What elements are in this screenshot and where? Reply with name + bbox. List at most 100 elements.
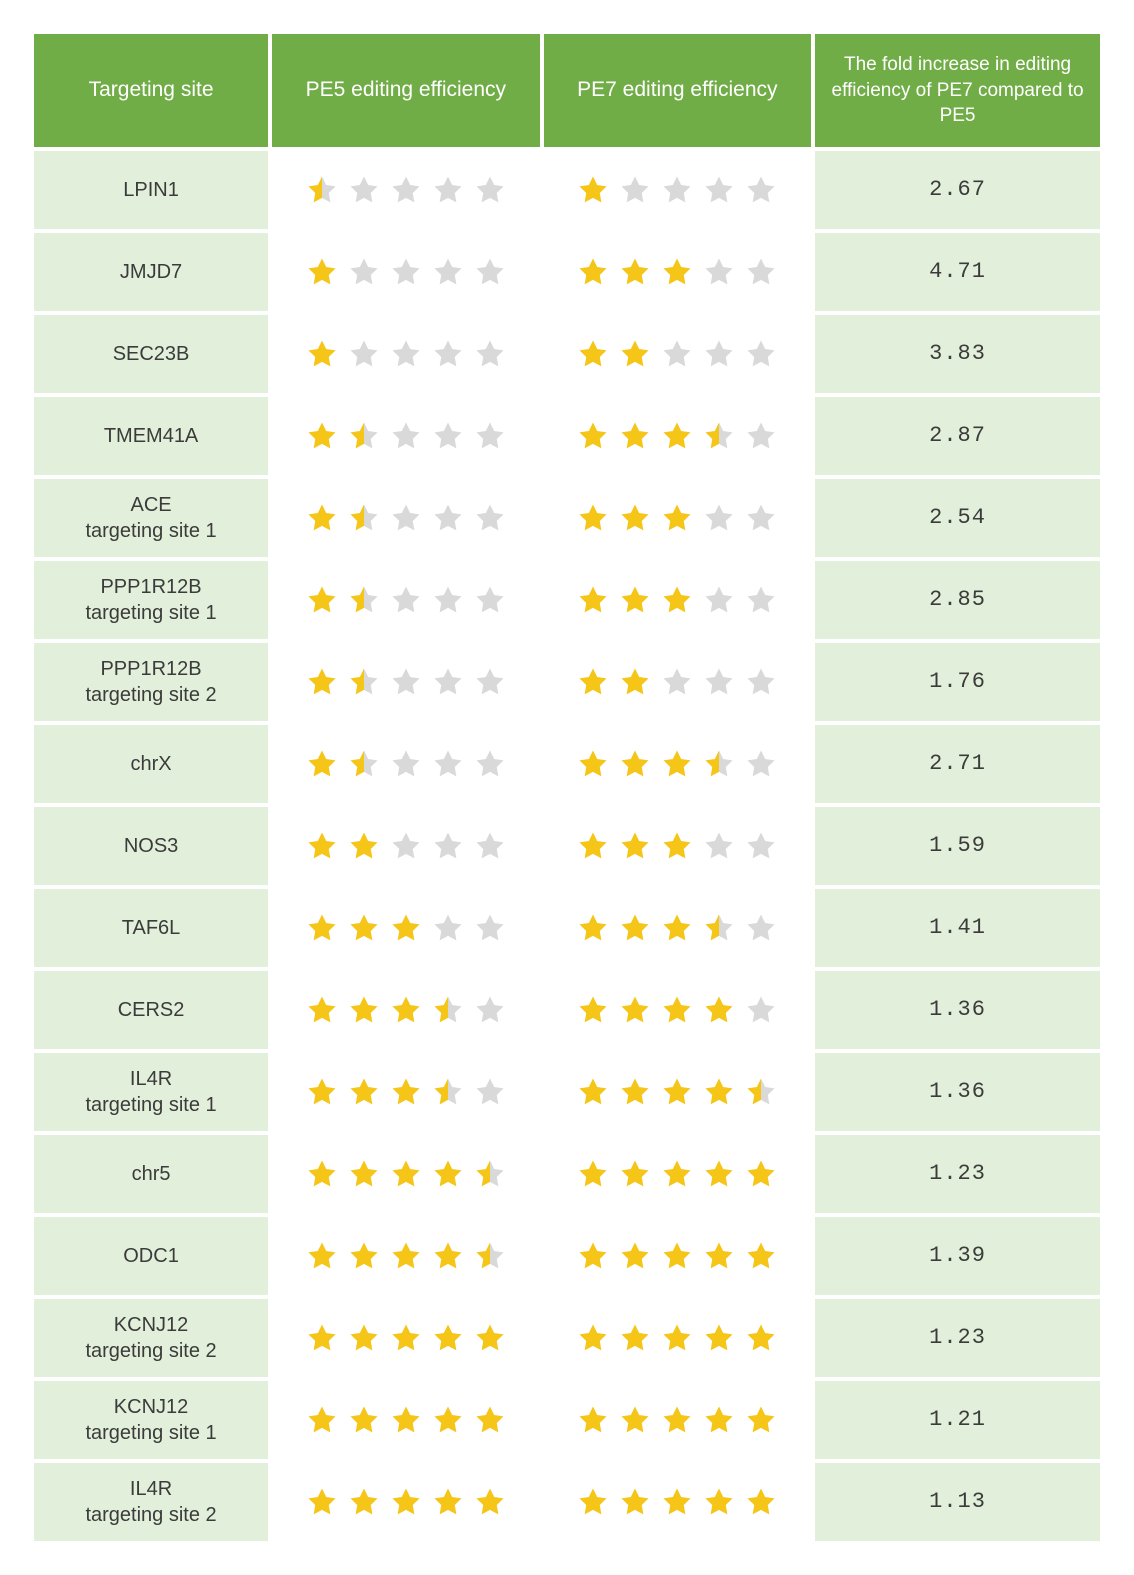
star-icon [702,1075,736,1109]
star-icon [744,337,778,371]
star-rating [552,255,804,289]
star-icon [473,1075,507,1109]
table-row: IL4Rtargeting site 1 [34,1053,1100,1131]
star-icon [660,337,694,371]
star-icon [389,337,423,371]
star-rating [552,1239,804,1273]
header-targeting-site: Targeting site [34,34,268,147]
star-icon [660,255,694,289]
star-icon [660,911,694,945]
star-icon [347,255,381,289]
pe7-stars-cell [544,151,812,229]
star-icon [473,1485,507,1519]
star-icon [389,173,423,207]
pe5-stars-cell [272,315,540,393]
star-icon [618,747,652,781]
star-icon [744,583,778,617]
star-icon [431,173,465,207]
star-icon [618,993,652,1027]
table-row: IL4Rtargeting site 2 [34,1463,1100,1541]
star-icon [389,911,423,945]
pe5-stars-cell [272,1299,540,1377]
star-icon [305,747,339,781]
pe7-stars-cell [544,1299,812,1377]
fold-increase-cell: 1.23 [815,1299,1100,1377]
pe5-stars-cell [272,1217,540,1295]
star-icon [389,829,423,863]
pe5-stars-cell [272,1053,540,1131]
star-icon [618,911,652,945]
star-icon [576,1403,610,1437]
star-icon [744,1239,778,1273]
pe5-stars-cell [272,971,540,1049]
star-icon [347,1239,381,1273]
star-icon [347,583,381,617]
star-icon [431,255,465,289]
star-icon [347,501,381,535]
pe5-stars-cell [272,725,540,803]
star-icon [389,1075,423,1109]
star-icon [576,501,610,535]
star-icon [744,419,778,453]
star-icon [618,1157,652,1191]
star-icon [744,1485,778,1519]
star-icon [576,911,610,945]
star-icon [305,255,339,289]
star-icon [702,337,736,371]
targeting-site-cell: ODC1 [34,1217,268,1295]
table-row: ACEtargeting site 1 [34,479,1100,557]
star-icon [305,1485,339,1519]
pe7-stars-cell [544,807,812,885]
star-icon [576,665,610,699]
star-rating [552,911,804,945]
fold-increase-cell: 2.54 [815,479,1100,557]
targeting-site-cell: JMJD7 [34,233,268,311]
pe5-stars-cell [272,561,540,639]
star-icon [702,911,736,945]
star-rating [552,1321,804,1355]
star-icon [660,993,694,1027]
star-icon [702,747,736,781]
pe7-stars-cell [544,1381,812,1459]
header-pe5: PE5 editing efficiency [272,34,540,147]
star-icon [618,1075,652,1109]
star-icon [389,1239,423,1273]
star-rating [552,501,804,535]
star-icon [389,255,423,289]
star-rating [280,337,532,371]
star-icon [473,1321,507,1355]
star-rating [552,829,804,863]
star-icon [576,747,610,781]
pe5-stars-cell [272,889,540,967]
table-row: CERS2 [34,971,1100,1049]
table-row: TAF6L [34,889,1100,967]
star-rating [280,829,532,863]
star-icon [305,1239,339,1273]
star-icon [702,255,736,289]
star-rating [552,1403,804,1437]
star-icon [576,173,610,207]
targeting-site-cell: LPIN1 [34,151,268,229]
star-icon [576,1239,610,1273]
star-icon [347,829,381,863]
star-icon [618,1239,652,1273]
star-icon [660,665,694,699]
star-rating [280,1075,532,1109]
star-icon [347,1075,381,1109]
star-icon [618,173,652,207]
star-icon [347,1321,381,1355]
star-icon [660,501,694,535]
pe5-stars-cell [272,233,540,311]
star-icon [431,583,465,617]
star-rating [280,419,532,453]
star-icon [744,501,778,535]
star-rating [552,993,804,1027]
star-icon [576,829,610,863]
star-icon [702,1157,736,1191]
star-icon [660,173,694,207]
star-icon [473,747,507,781]
star-icon [473,1239,507,1273]
star-icon [347,337,381,371]
star-icon [702,829,736,863]
star-icon [473,665,507,699]
